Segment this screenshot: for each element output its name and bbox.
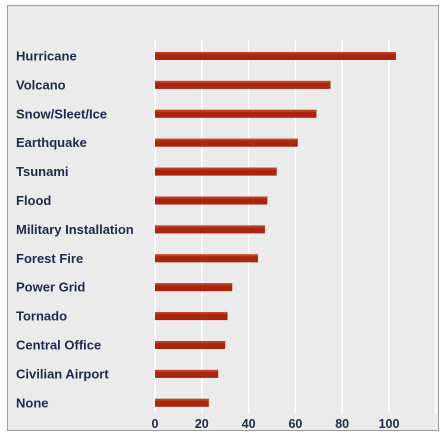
x-axis-tick-labels: 0 20 40 60 80 100 (152, 417, 400, 431)
category-label-2: Snow/Sleet/Ice (16, 106, 107, 121)
category-label-4: Tsunami (16, 164, 69, 179)
x-tick-0: 0 (152, 417, 159, 431)
category-label-10: Central Office (16, 338, 101, 353)
bar-2 (155, 109, 317, 118)
bar-highlight-9 (155, 312, 228, 315)
bar-highlight-8 (155, 283, 233, 286)
category-label-9: Tornado (16, 309, 67, 324)
category-label-11: Civilian Airport (16, 366, 109, 381)
bar-highlight-11 (155, 369, 219, 372)
bar-11 (155, 369, 219, 378)
category-label-1: Volcano (16, 77, 66, 92)
x-tick-20: 20 (195, 417, 209, 431)
x-tick-40: 40 (242, 417, 256, 431)
category-label-3: Earthquake (16, 135, 87, 150)
bar-8 (155, 283, 233, 292)
category-label-0: Hurricane (16, 49, 77, 64)
bar-chart: Hurricane Volcano Snow/Sleet/Ice Earthquake… (16, 40, 437, 431)
category-labels: Hurricane Volcano Snow/Sleet/Ice Earthquake… (16, 49, 134, 411)
bar-highlight-7 (155, 254, 258, 257)
bar-highlight-5 (155, 196, 268, 199)
bar-5 (155, 196, 268, 205)
category-label-5: Flood (16, 193, 51, 208)
bar-9 (155, 312, 228, 321)
category-label-6: Military Installation (16, 222, 134, 237)
bar-3 (155, 138, 298, 147)
bars (155, 52, 397, 407)
x-tick-60: 60 (288, 417, 302, 431)
chart-panel: Hurricane Volcano Snow/Sleet/Ice Earthquake… (7, 5, 439, 431)
x-tick-100: 100 (379, 417, 400, 431)
bar-10 (155, 341, 226, 349)
bar-highlight-2 (155, 109, 317, 112)
bar-highlight-1 (155, 80, 331, 83)
bar-4 (155, 167, 277, 176)
bar-highlight-3 (155, 138, 298, 141)
category-label-12: None (16, 395, 49, 410)
bar-highlight-6 (155, 225, 265, 228)
x-tick-80: 80 (335, 417, 349, 431)
bar-highlight-12 (155, 398, 209, 401)
bar-highlight-4 (155, 167, 277, 170)
bar-0 (155, 52, 397, 60)
category-label-7: Forest Fire (16, 251, 83, 266)
category-label-8: Power Grid (16, 280, 85, 295)
bar-highlight-10 (155, 341, 226, 343)
bar-highlight-0 (155, 52, 397, 54)
bar-12 (155, 398, 209, 407)
bar-6 (155, 225, 265, 234)
bar-7 (155, 254, 258, 263)
bar-1 (155, 80, 331, 89)
